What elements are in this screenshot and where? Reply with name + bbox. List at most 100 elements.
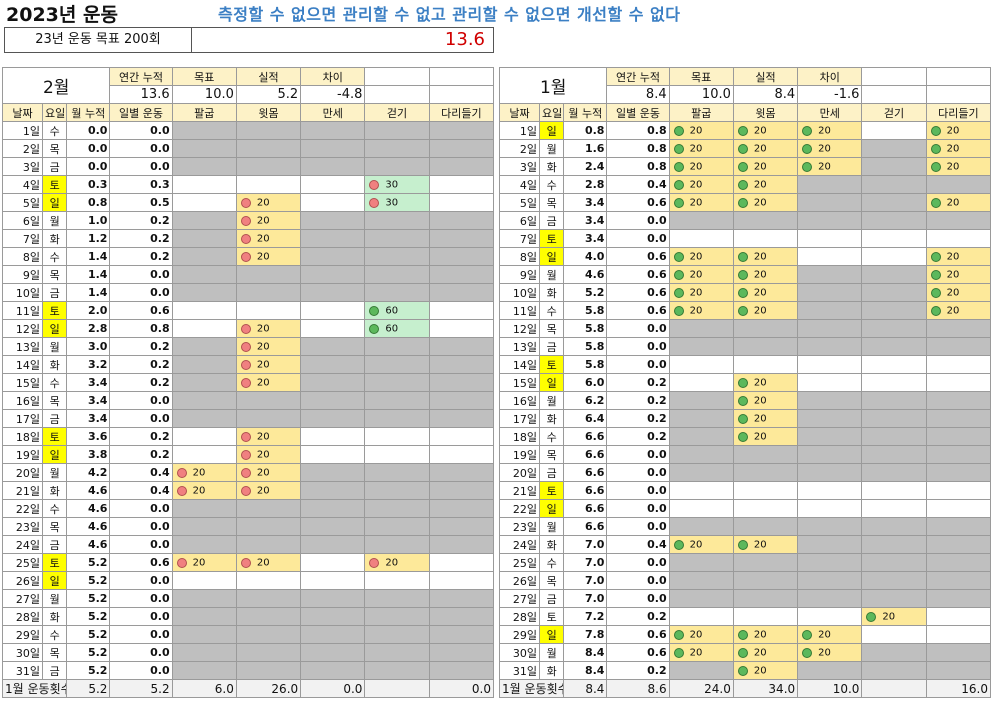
daily-exercise-cell[interactable]: 0.4	[606, 175, 670, 194]
exercise-cell[interactable]	[861, 283, 927, 302]
exercise-cell[interactable]	[235, 571, 302, 590]
exercise-cell[interactable]	[668, 337, 734, 356]
exercise-cell[interactable]	[668, 355, 734, 374]
weekday-cell[interactable]: 목	[539, 445, 565, 464]
exercise-cell[interactable]	[732, 589, 799, 608]
exercise-cell[interactable]	[364, 427, 430, 446]
day-cell[interactable]: 25일	[1, 553, 44, 572]
day-cell[interactable]: 9일	[1, 265, 44, 284]
monthly-cumulative-cell[interactable]: 5.8	[563, 319, 608, 338]
weekday-cell[interactable]: 월	[539, 139, 565, 158]
exercise-cell[interactable]	[797, 517, 863, 536]
exercise-cell[interactable]: 20	[668, 265, 734, 284]
day-cell[interactable]: 23일	[1, 517, 44, 536]
weekday-cell[interactable]: 목	[42, 643, 68, 662]
exercise-cell[interactable]	[797, 175, 863, 194]
daily-exercise-cell[interactable]: 0.0	[109, 535, 173, 554]
exercise-cell[interactable]: 60	[364, 301, 430, 320]
weekday-cell[interactable]: 일	[42, 571, 68, 590]
weekday-cell[interactable]: 수	[539, 301, 565, 320]
exercise-cell[interactable]	[364, 229, 430, 248]
exercise-cell[interactable]	[300, 193, 366, 212]
exercise-cell[interactable]: 20	[925, 193, 992, 212]
exercise-cell[interactable]: 20	[668, 247, 734, 266]
exercise-cell[interactable]: 20	[235, 553, 302, 572]
day-cell[interactable]: 2일	[498, 139, 541, 158]
exercise-cell[interactable]	[925, 553, 992, 572]
exercise-cell[interactable]	[668, 463, 734, 482]
monthly-cumulative-cell[interactable]: 3.4	[563, 211, 608, 230]
daily-exercise-cell[interactable]: 0.6	[606, 193, 670, 212]
exercise-cell[interactable]	[668, 391, 734, 410]
daily-exercise-cell[interactable]: 0.0	[109, 157, 173, 176]
daily-exercise-cell[interactable]: 0.0	[109, 265, 173, 284]
daily-exercise-cell[interactable]: 0.2	[606, 391, 670, 410]
daily-exercise-cell[interactable]: 0.0	[109, 625, 173, 644]
exercise-cell[interactable]: 20	[171, 553, 237, 572]
exercise-cell[interactable]	[861, 535, 927, 554]
exercise-cell[interactable]	[861, 427, 927, 446]
exercise-cell[interactable]	[171, 661, 237, 680]
exercise-cell[interactable]	[797, 445, 863, 464]
day-cell[interactable]: 4일	[498, 175, 541, 194]
daily-exercise-cell[interactable]: 0.2	[109, 427, 173, 446]
monthly-cumulative-cell[interactable]: 6.6	[563, 517, 608, 536]
daily-exercise-cell[interactable]: 0.2	[109, 211, 173, 230]
exercise-cell[interactable]	[797, 301, 863, 320]
exercise-cell[interactable]	[668, 229, 734, 248]
exercise-cell[interactable]	[861, 211, 927, 230]
exercise-cell[interactable]	[925, 481, 992, 500]
weekday-cell[interactable]: 토	[539, 607, 565, 626]
exercise-cell[interactable]	[797, 229, 863, 248]
weekday-cell[interactable]: 월	[42, 463, 68, 482]
daily-exercise-cell[interactable]: 0.2	[606, 373, 670, 392]
exercise-cell[interactable]	[797, 499, 863, 518]
exercise-cell[interactable]	[235, 607, 302, 626]
day-cell[interactable]: 28일	[1, 607, 44, 626]
exercise-cell[interactable]	[171, 229, 237, 248]
weekday-cell[interactable]: 수	[42, 625, 68, 644]
daily-exercise-cell[interactable]: 0.0	[109, 409, 173, 428]
daily-exercise-cell[interactable]: 0.0	[109, 661, 173, 680]
exercise-cell[interactable]: 20	[235, 337, 302, 356]
exercise-cell[interactable]	[300, 265, 366, 284]
exercise-cell[interactable]	[428, 319, 495, 338]
exercise-cell[interactable]	[861, 517, 927, 536]
day-cell[interactable]: 20일	[1, 463, 44, 482]
exercise-cell[interactable]	[364, 283, 430, 302]
exercise-cell[interactable]	[235, 283, 302, 302]
day-cell[interactable]: 19일	[498, 445, 541, 464]
exercise-cell[interactable]	[364, 373, 430, 392]
exercise-cell[interactable]: 20	[732, 643, 799, 662]
exercise-cell[interactable]	[364, 355, 430, 374]
day-cell[interactable]: 5일	[498, 193, 541, 212]
exercise-cell[interactable]	[235, 301, 302, 320]
daily-exercise-cell[interactable]: 0.6	[606, 265, 670, 284]
monthly-cumulative-cell[interactable]: 0.0	[66, 157, 111, 176]
exercise-cell[interactable]	[925, 589, 992, 608]
exercise-cell[interactable]	[300, 607, 366, 626]
exercise-cell[interactable]: 20	[668, 301, 734, 320]
weekday-cell[interactable]: 토	[42, 301, 68, 320]
monthly-cumulative-cell[interactable]: 4.6	[66, 499, 111, 518]
day-cell[interactable]: 1일	[1, 121, 44, 140]
day-cell[interactable]: 8일	[1, 247, 44, 266]
exercise-cell[interactable]	[235, 121, 302, 140]
exercise-cell[interactable]: 20	[235, 319, 302, 338]
weekday-cell[interactable]: 금	[539, 589, 565, 608]
weekday-cell[interactable]: 화	[42, 355, 68, 374]
exercise-cell[interactable]	[668, 553, 734, 572]
day-cell[interactable]: 4일	[1, 175, 44, 194]
weekday-cell[interactable]: 일	[42, 193, 68, 212]
exercise-cell[interactable]	[925, 319, 992, 338]
daily-exercise-cell[interactable]: 0.6	[606, 283, 670, 302]
exercise-cell[interactable]: 20	[235, 247, 302, 266]
day-cell[interactable]: 12일	[498, 319, 541, 338]
monthly-cumulative-cell[interactable]: 6.4	[563, 409, 608, 428]
day-cell[interactable]: 27일	[1, 589, 44, 608]
exercise-cell[interactable]: 20	[732, 373, 799, 392]
day-cell[interactable]: 18일	[498, 427, 541, 446]
monthly-cumulative-cell[interactable]: 1.6	[563, 139, 608, 158]
weekday-cell[interactable]: 일	[539, 499, 565, 518]
exercise-cell[interactable]	[300, 499, 366, 518]
